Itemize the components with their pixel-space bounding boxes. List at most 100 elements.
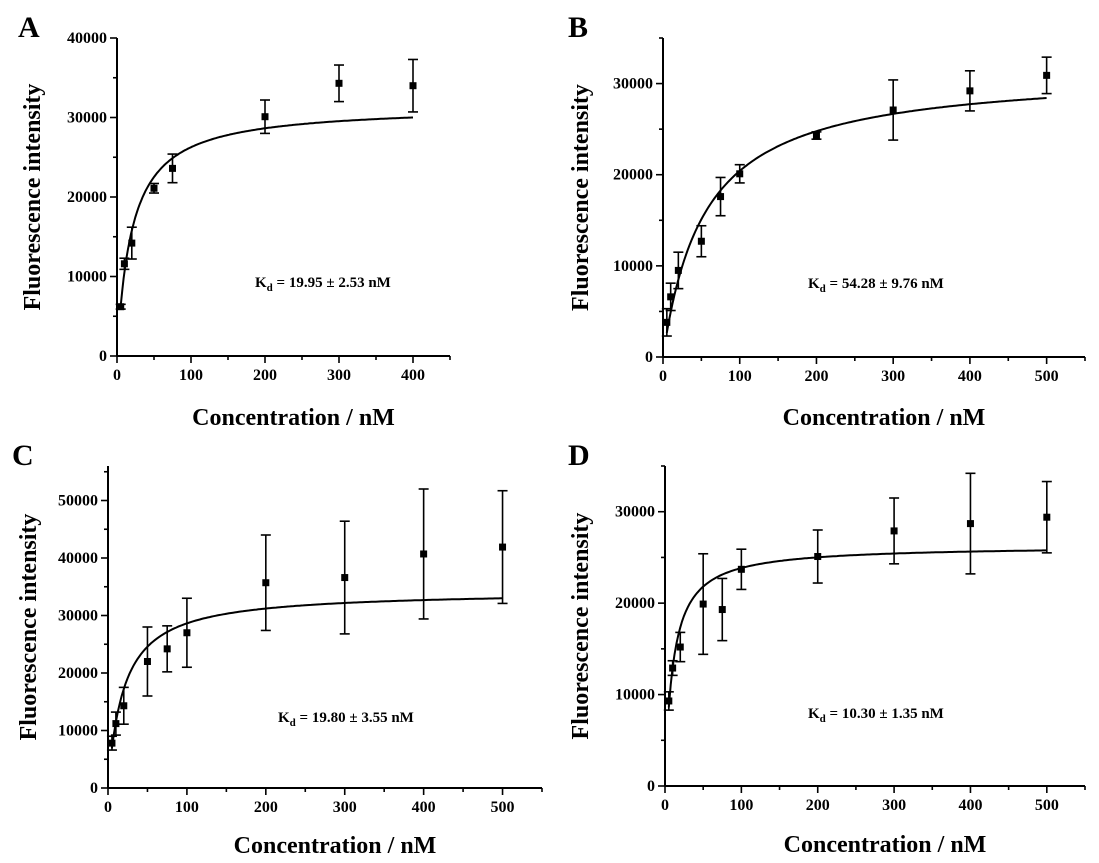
data-point	[889, 106, 897, 114]
y-tick-label: 0	[645, 349, 653, 366]
data-point	[128, 239, 136, 247]
y-axis-title: Fluorescence intensity	[16, 514, 42, 741]
y-tick-label: 10000	[615, 687, 655, 704]
data-point	[669, 664, 677, 672]
data-point	[667, 293, 675, 301]
kd-annotation: Kd = 54.28 ± 9.76 nM	[808, 276, 944, 295]
x-tick-label: 0	[104, 799, 112, 816]
data-point	[699, 600, 707, 608]
x-tick-label: 200	[254, 799, 278, 816]
x-axis-title: Concentration / nM	[784, 832, 987, 858]
y-tick-label: 50000	[58, 493, 98, 510]
data-point	[1043, 513, 1051, 521]
data-point	[674, 266, 682, 274]
x-axis-title: Concentration / nM	[192, 405, 395, 431]
data-point	[1043, 71, 1051, 79]
y-axis-title: Fluorescence intensity	[568, 84, 594, 311]
x-axis-title: Concentration / nM	[234, 833, 437, 859]
y-tick-label: 0	[99, 348, 107, 365]
x-tick-label: 100	[729, 797, 753, 814]
x-tick-label: 100	[175, 799, 199, 816]
kd-annotation: Kd = 10.30 ± 1.35 nM	[808, 706, 944, 725]
data-point	[117, 303, 125, 311]
y-tick-label: 40000	[67, 30, 107, 47]
data-point	[120, 702, 128, 710]
y-tick-label: 30000	[613, 76, 653, 93]
x-tick-label: 400	[412, 799, 436, 816]
data-point	[112, 720, 120, 728]
x-tick-label: 400	[958, 368, 982, 385]
x-tick-label: 100	[179, 367, 203, 384]
data-point	[341, 574, 349, 582]
x-tick-label: 200	[806, 797, 830, 814]
x-tick-label: 300	[882, 797, 906, 814]
data-point	[108, 739, 116, 747]
data-point	[183, 629, 191, 637]
data-point	[262, 579, 270, 587]
y-tick-label: 20000	[615, 595, 655, 612]
fit-curve	[665, 97, 1047, 333]
y-tick-label: 0	[90, 780, 98, 797]
data-point	[150, 184, 158, 192]
x-tick-label: 0	[659, 368, 667, 385]
data-point	[499, 543, 507, 551]
x-tick-label: 400	[401, 367, 425, 384]
data-point	[736, 170, 744, 178]
x-tick-label: 500	[1035, 368, 1059, 385]
panel-c: C 0 100 200 300 400 500 0 10000 20000 30000 40000 50…	[12, 439, 543, 859]
data-point	[676, 643, 684, 651]
panel-label: C	[12, 439, 34, 472]
x-tick-label: 200	[253, 367, 277, 384]
y-tick-label: 30000	[67, 110, 107, 127]
data-point	[718, 606, 726, 614]
data-point	[814, 553, 822, 561]
data-point	[890, 527, 898, 535]
data-point	[717, 193, 725, 201]
x-tick-label: 0	[661, 797, 669, 814]
x-tick-label: 200	[804, 368, 828, 385]
y-tick-label: 30000	[58, 608, 98, 625]
x-tick-label: 0	[113, 367, 121, 384]
panel-label: A	[18, 11, 40, 44]
fit-curve	[110, 597, 503, 749]
data-point	[143, 658, 151, 665]
data-point	[261, 113, 269, 121]
fit-curve	[667, 549, 1047, 708]
y-tick-label: 10000	[67, 269, 107, 286]
data-point	[812, 132, 820, 140]
y-axis-title: Fluorescence intensity	[568, 513, 594, 740]
x-tick-label: 500	[491, 799, 515, 816]
y-tick-label: 40000	[58, 550, 98, 567]
x-tick-label: 300	[327, 367, 351, 384]
data-point	[737, 565, 745, 573]
data-point	[163, 645, 171, 653]
data-point	[335, 79, 343, 87]
fit-curve	[119, 116, 413, 306]
y-tick-label: 20000	[58, 665, 98, 682]
kd-annotation: Kd = 19.80 ± 3.55 nM	[278, 710, 414, 729]
y-tick-label: 30000	[615, 504, 655, 521]
data-point	[120, 260, 128, 268]
x-tick-label: 300	[881, 368, 905, 385]
y-axis-title: Fluorescence intensity	[20, 84, 46, 311]
x-axis-title: Concentration / nM	[783, 405, 986, 431]
panel-label: B	[568, 11, 588, 44]
data-point	[663, 318, 671, 326]
panel-b: B 0 100 200 300 400 500 0 10000 20000 30000 Concent…	[568, 11, 1086, 431]
y-tick-label: 0	[647, 778, 655, 795]
data-point	[665, 697, 673, 705]
panel-a: A 0 100 200 300 400 0 10000 20000 30000 40000 Conce…	[18, 11, 451, 431]
y-tick-label: 10000	[58, 723, 98, 740]
data-point	[169, 164, 176, 172]
data-point	[420, 550, 428, 558]
y-tick-label: 20000	[613, 167, 653, 184]
data-point	[697, 237, 705, 245]
y-tick-label: 20000	[67, 189, 107, 206]
x-tick-label: 300	[333, 799, 357, 816]
kd-annotation: Kd = 19.95 ± 2.53 nM	[255, 275, 391, 294]
x-tick-label: 500	[1035, 797, 1059, 814]
data-point	[966, 87, 974, 95]
x-tick-label: 100	[728, 368, 752, 385]
panel-label: D	[568, 439, 590, 472]
